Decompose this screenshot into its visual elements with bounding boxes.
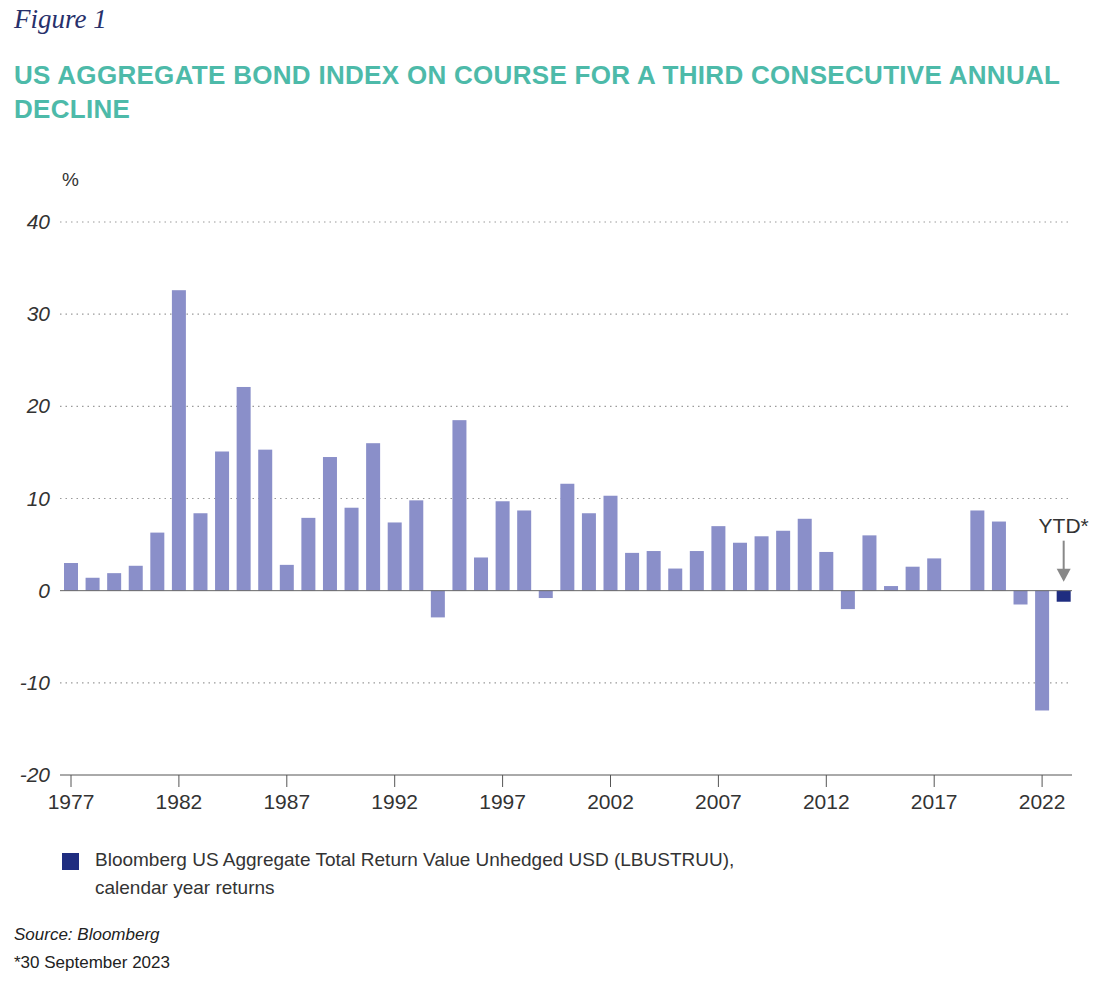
bar <box>841 591 855 609</box>
bar <box>388 522 402 590</box>
bar <box>474 557 488 590</box>
y-tick-label: -20 <box>20 763 51 786</box>
x-tick-label: 1987 <box>263 790 310 813</box>
x-tick-label: 1992 <box>371 790 418 813</box>
x-tick-label: 2002 <box>587 790 634 813</box>
bar <box>539 591 553 598</box>
x-tick-label: 2017 <box>911 790 958 813</box>
chart: % -20 -10 0 10 20 30 40 1977 1982 1987 1992 1997 2002… <box>0 0 1099 993</box>
x-tick-label: 2012 <box>803 790 850 813</box>
bar <box>452 420 466 591</box>
y-tick-label: 0 <box>38 579 50 602</box>
bar <box>64 563 78 591</box>
x-tick <box>934 775 935 787</box>
x-tick-label: 1982 <box>156 790 203 813</box>
bar <box>690 551 704 591</box>
bar <box>237 387 251 591</box>
x-tick-label: 2022 <box>1019 790 1066 813</box>
y-tick-label: 40 <box>27 210 51 233</box>
bar <box>647 551 661 591</box>
bar <box>431 591 445 618</box>
x-tick-label: 1997 <box>479 790 526 813</box>
bar <box>906 567 920 591</box>
x-tick <box>502 775 503 787</box>
bar <box>258 450 272 591</box>
bar <box>1057 591 1071 602</box>
figure-label: Figure 1 <box>14 4 107 35</box>
bar <box>517 510 531 590</box>
x-tick <box>286 775 287 787</box>
grid-line <box>60 221 1072 222</box>
bar <box>819 552 833 591</box>
bar <box>280 565 294 591</box>
bar <box>215 451 229 590</box>
bar <box>129 566 143 591</box>
y-axis-label: % <box>62 169 79 190</box>
bar <box>150 533 164 591</box>
bar <box>862 535 876 590</box>
legend-label: Bloomberg US Aggregate Total Return Valu… <box>95 846 755 902</box>
bar <box>992 522 1006 591</box>
x-tick-label: 1977 <box>48 790 95 813</box>
bar <box>107 573 121 591</box>
bar <box>625 553 639 591</box>
y-tick-label: 20 <box>26 394 51 417</box>
x-tick <box>394 775 395 787</box>
bar <box>496 501 510 590</box>
bar <box>668 569 682 591</box>
bar <box>582 513 596 590</box>
bar <box>970 510 984 590</box>
bar <box>193 513 207 590</box>
bar <box>711 526 725 591</box>
bar <box>409 500 423 590</box>
x-tick <box>826 775 827 787</box>
y-tick-label: 10 <box>27 487 51 510</box>
title: US AGGREGATE BOND INDEX ON COURSE FOR A … <box>14 58 1074 126</box>
bar <box>86 578 100 591</box>
annotation-arrowhead <box>1057 569 1071 582</box>
zero-line <box>60 590 1072 591</box>
x-axis-line <box>60 775 1072 776</box>
bar <box>1035 591 1049 711</box>
bar <box>604 496 618 591</box>
bars <box>64 290 1071 710</box>
bar <box>560 484 574 591</box>
bar <box>798 519 812 591</box>
bar <box>345 508 359 591</box>
x-tick <box>178 775 179 787</box>
x-tick <box>71 775 72 787</box>
bar <box>733 543 747 591</box>
x-tick <box>1042 775 1043 787</box>
bar <box>927 558 941 590</box>
y-tick-label: -10 <box>20 671 51 694</box>
grid-line <box>60 314 1072 315</box>
x-tick <box>718 775 719 787</box>
bar <box>323 457 337 591</box>
bar <box>172 290 186 590</box>
bar <box>1014 591 1028 605</box>
bar <box>301 518 315 591</box>
y-tick-label: 30 <box>27 302 51 325</box>
legend-swatch <box>62 853 79 870</box>
grid-line <box>60 682 1072 683</box>
bar <box>776 531 790 591</box>
annotation-arrow <box>1063 541 1065 571</box>
bar <box>755 536 769 590</box>
annotation: YTD* <box>1039 514 1089 537</box>
x-tick-label: 2007 <box>695 790 742 813</box>
grid-line <box>60 406 1072 407</box>
source: Source: Bloomberg <box>14 925 160 945</box>
note: *30 September 2023 <box>14 953 170 973</box>
bar <box>366 443 380 590</box>
x-tick <box>610 775 611 787</box>
bar <box>884 586 898 591</box>
